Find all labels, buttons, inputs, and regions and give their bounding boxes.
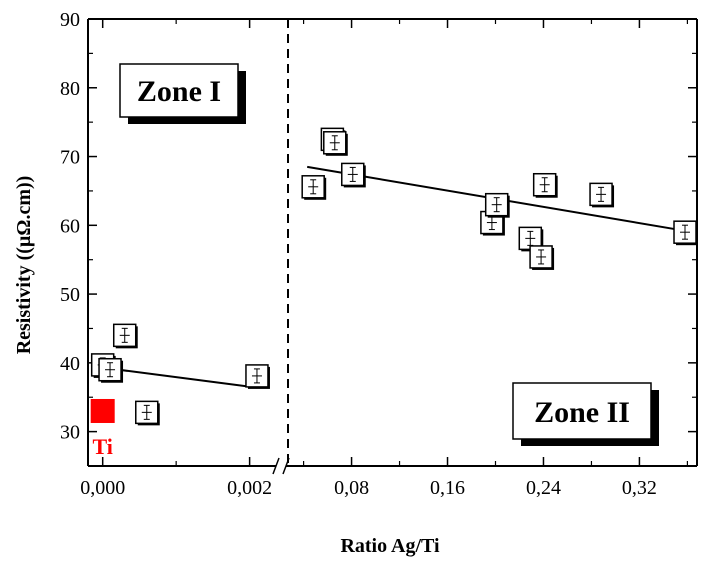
labels-layer: 30 40 50 60 70 80 90 0,000 0,002 0,08 0,16 0,24 0,32… [60,9,657,499]
y-tick-label: 40 [60,353,80,375]
y-tick-label: 70 [60,147,80,169]
data-point [301,175,327,200]
y-axis-title: Resistivity ((µΩ.cm)) [13,176,35,355]
zone2-label-box: Zone II [512,382,659,446]
zone1-label: Zone I [137,75,221,108]
zone1-label-box: Zone I [119,63,246,124]
data-point [98,357,124,383]
x-tick-label: 0,16 [430,477,465,499]
data-point [589,182,615,208]
zone1-fit-line [102,366,258,389]
axis-break-mark [272,457,280,475]
data-point [245,364,270,389]
data-points-layer [90,127,699,426]
data-point [323,131,348,156]
y-tick-label: 80 [60,78,80,100]
y-tick-label: 50 [60,284,80,306]
data-point [484,192,510,218]
data-point [135,400,160,426]
y-tick-label: 30 [60,422,80,444]
x-tick-label: 0,32 [622,477,657,499]
data-point [529,245,555,270]
data-point [673,220,699,246]
x-tick-label: 0,002 [227,477,272,499]
x-tick-label: 0,24 [526,477,561,499]
data-point [341,162,366,188]
y-tick-label: 60 [60,215,80,237]
ti-reference-marker [90,398,115,423]
x-tick-label: 0,08 [334,477,369,499]
x-axis-title: Ratio Ag/Ti [340,535,440,557]
data-point [532,172,558,198]
zone2-label: Zone II [534,396,630,429]
ti-reference-label: Ti [92,434,112,459]
y-tick-label: 90 [60,9,80,31]
x-tick-label: 0,000 [80,477,125,499]
data-point [112,323,138,349]
